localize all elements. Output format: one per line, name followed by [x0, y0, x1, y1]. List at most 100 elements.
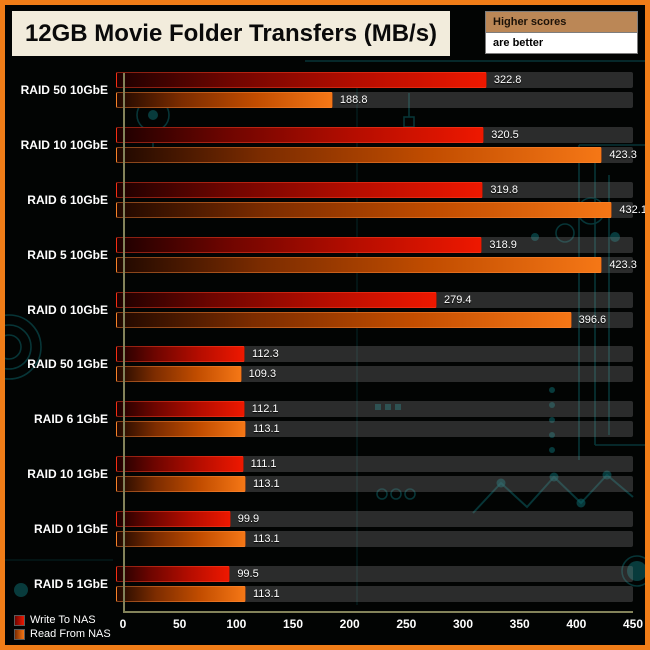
x-tick-label: 450 [622, 617, 644, 631]
plot-area: RAID 50 10GbE 322.8 188.8 RAID 10 10GbE 320.… [12, 63, 645, 611]
bar-pair: 320.5 423.3 [116, 127, 637, 164]
value-label: 188.8 [339, 94, 368, 107]
write-bar [116, 510, 231, 527]
read-bar [116, 366, 242, 383]
write-bar [116, 236, 483, 253]
category-group: RAID 5 10GbE 318.9 423.3 [12, 227, 637, 282]
write-bar [116, 181, 484, 198]
value-label: 423.3 [609, 149, 637, 162]
x-tick-label: 50 [172, 617, 187, 631]
bar-pair: 279.4 396.6 [116, 291, 633, 328]
read-bar [116, 421, 246, 438]
legend-label-read: Read From NAS [30, 628, 111, 640]
value-label: 396.6 [578, 313, 607, 326]
bar-track: 112.1 [116, 401, 633, 418]
value-label: 99.5 [237, 567, 259, 580]
category-group: RAID 10 1GbE 111.1 113.1 [12, 447, 633, 502]
category-label: RAID 0 1GbE [33, 521, 108, 536]
category-label: RAID 6 1GbE [33, 412, 108, 427]
x-tick-label: 150 [282, 617, 304, 631]
value-label: 113.1 [252, 477, 280, 490]
value-label: 112.1 [251, 403, 279, 416]
note-line-2: are better [485, 33, 638, 54]
bar-pair: 99.5 113.1 [116, 565, 633, 602]
category-group: RAID 50 1GbE 112.3 109.3 [12, 337, 633, 392]
bar-pair: 322.8 188.8 [116, 72, 633, 109]
read-bar [116, 256, 603, 273]
write-bar [116, 401, 245, 418]
read-bar [116, 311, 572, 328]
category-label: RAID 6 10GbE [27, 192, 108, 207]
write-to-nas-swatch-icon [14, 614, 25, 626]
bar-track: 396.6 [116, 311, 633, 328]
bar-track: 320.5 [116, 127, 633, 144]
category-group: RAID 50 10GbE 322.8 188.8 [12, 63, 633, 118]
legend-item-read: Read From NAS [14, 628, 111, 640]
read-bar [116, 147, 603, 164]
value-label: 432.1 [619, 203, 647, 216]
category-group: RAID 5 1GbE 99.5 113.1 [12, 556, 633, 611]
bar-track: 319.8 [116, 181, 633, 198]
bar-track: 99.9 [116, 510, 633, 527]
value-label: 112.3 [252, 348, 279, 361]
bar-track: 279.4 [116, 291, 633, 308]
read-bar [116, 530, 246, 547]
x-tick-label: 250 [396, 617, 417, 631]
bar-track: 432.1 [116, 201, 645, 218]
bar-pair: 111.1 113.1 [116, 455, 633, 492]
x-axis: 0 50 100 150 200 250 300 350 400 450 [119, 611, 643, 633]
value-label: 99.9 [237, 512, 260, 525]
legend: Write To NAS Read From NAS [14, 612, 111, 640]
value-label: 322.8 [493, 74, 522, 87]
category-label: RAID 5 10GbE [27, 247, 108, 262]
bar-pair: 112.1 113.1 [116, 401, 633, 438]
bar-pair: 318.9 423.3 [116, 236, 637, 273]
write-bar [116, 291, 437, 308]
write-bar [116, 127, 485, 144]
note-box: Higher scores are better [485, 11, 638, 54]
value-label: 320.5 [491, 129, 519, 142]
circuit-background-decoration [5, 60, 645, 605]
category-group: RAID 6 10GbE 319.8 432.1 [12, 173, 645, 228]
bar-track: 113.1 [116, 475, 633, 492]
write-bar [116, 346, 246, 363]
write-bar [116, 455, 244, 472]
bar-track: 113.1 [116, 585, 633, 602]
read-from-nas-swatch-icon [14, 628, 25, 640]
legend-item-write: Write To NAS [14, 614, 111, 626]
x-tick-label: 200 [339, 617, 360, 631]
bar-track: 113.1 [116, 530, 633, 547]
category-label: RAID 5 1GbE [33, 576, 108, 591]
bar-track: 423.3 [116, 147, 637, 164]
bar-pair: 112.3 109.3 [116, 346, 633, 383]
value-label: 279.4 [443, 293, 472, 306]
bar-pair: 319.8 432.1 [116, 181, 645, 218]
category-label: RAID 50 10GbE [20, 83, 108, 98]
bar-track: 111.1 [116, 455, 633, 472]
value-label: 423.3 [609, 258, 637, 271]
bar-track: 318.9 [116, 236, 633, 253]
read-bar [116, 585, 246, 602]
bar-pair: 99.9 113.1 [116, 510, 633, 547]
bar-chart: RAID 50 10GbE 322.8 188.8 RAID 10 10GbE 320.… [12, 63, 645, 633]
value-label: 111.1 [250, 457, 277, 470]
bar-track: 113.1 [116, 421, 633, 438]
category-group: RAID 0 1GbE 99.9 113.1 [12, 501, 633, 556]
category-label: RAID 0 10GbE [27, 302, 108, 317]
chart-title-box: 12GB Movie Folder Transfers (MB/s) [12, 11, 450, 56]
read-bar [116, 92, 333, 109]
category-label: RAID 10 1GbE [27, 466, 108, 481]
write-bar [116, 565, 231, 582]
x-tick-label: 400 [566, 617, 587, 631]
write-bar [116, 72, 487, 89]
read-bar [116, 475, 246, 492]
category-group: RAID 6 1GbE 112.1 113.1 [12, 392, 633, 447]
bar-track: 112.3 [116, 346, 633, 363]
value-label: 319.8 [490, 183, 518, 196]
bar-track: 423.3 [116, 256, 637, 273]
x-tick-label: 0 [119, 617, 127, 631]
category-label: RAID 10 10GbE [20, 138, 108, 153]
category-group: RAID 10 10GbE 320.5 423.3 [12, 118, 637, 173]
bar-track: 322.8 [116, 72, 633, 89]
